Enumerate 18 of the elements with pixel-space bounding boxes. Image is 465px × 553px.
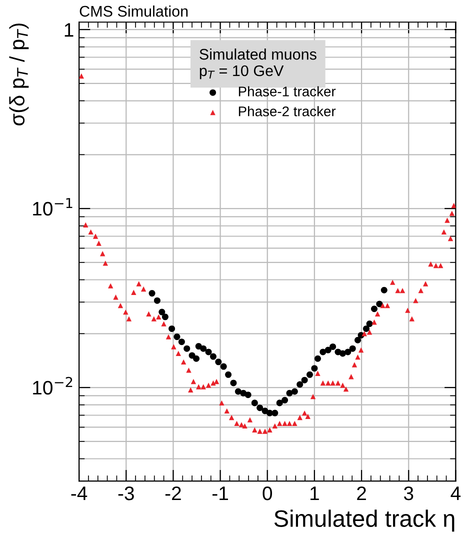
chart-title: CMS Simulation xyxy=(80,5,188,17)
x-tick-label: -1 xyxy=(212,486,228,500)
y-tick-label: 1 xyxy=(64,23,74,37)
x-axis-title: Simulated track η xyxy=(274,510,454,532)
x-tick-label: -2 xyxy=(165,486,181,500)
legend-label: Phase-2 tracker xyxy=(238,106,336,116)
x-tick-label: 3 xyxy=(404,486,414,500)
x-tick-label: -4 xyxy=(71,486,88,500)
x-tick-label: 4 xyxy=(450,486,461,500)
x-tick-label: 0 xyxy=(262,486,272,500)
x-tick-label: 2 xyxy=(357,486,366,500)
x-tick-label: -3 xyxy=(118,486,134,500)
x-tick-label: 1 xyxy=(310,486,319,500)
y-tick-label: 10$^{−1}$ xyxy=(33,198,72,216)
legend-title: Simulated muons p$_{T}$ = 10 GeV xyxy=(200,48,316,80)
legend-label: Phase-1 tracker xyxy=(238,86,336,96)
y-axis-title: σ(δ p$_{T}$ / p$_{T}$) xyxy=(9,24,29,126)
y-tick-label: 10$^{−2}$ xyxy=(33,376,72,395)
